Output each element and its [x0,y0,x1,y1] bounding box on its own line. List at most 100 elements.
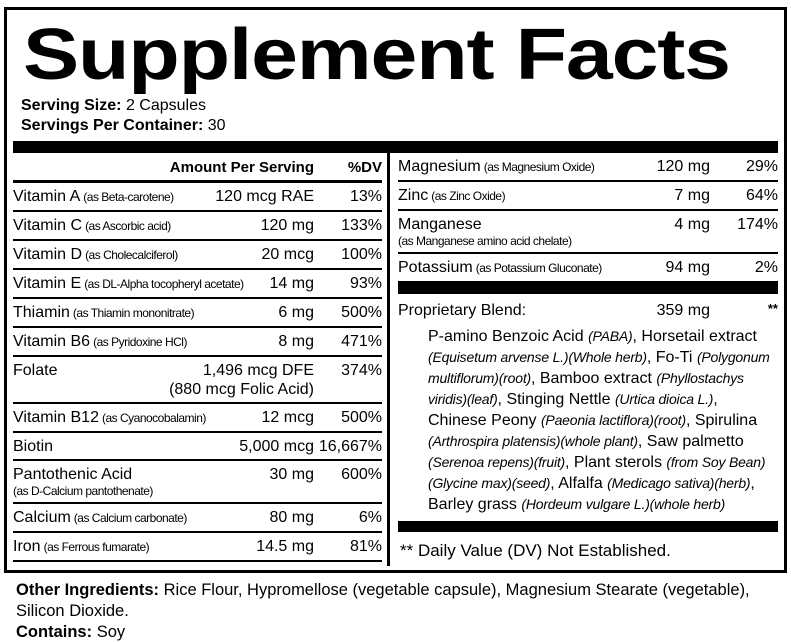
nutrient-dv: 500% [341,304,382,321]
nutrient-name: Manganese [398,216,482,233]
contains-value: Soy [96,623,126,641]
nutrient-name-cell: Folate [13,361,169,380]
nutrient-qualifier: (as Thiamin mononitrate) [72,306,195,320]
ingredient-segment: , Plant sterols [565,454,667,471]
serving-info: Serving Size: 2 Capsules Servings Per Co… [21,96,778,136]
latin-name-segment: (Serenoa repens)(fruit) [428,454,566,470]
nutrient-name-cell: Vitamin C (as Ascorbic acid) [13,216,261,236]
nutrient-name-cell: Manganese (as Manganese amino acid chelat… [398,215,674,249]
nutrient-dv: 13% [349,188,382,205]
nutrient-amount: 4 mg [674,215,710,234]
nutrient-amount: 120 mg [657,157,710,176]
nutrient-name: Vitamin E [13,275,82,292]
column-header-row: Amount Per Serving %DV [13,153,382,183]
nutrient-dv: 133% [341,217,382,234]
amount-line: 5,000 mcg [239,438,314,455]
nutrient-dv: 64% [745,187,778,204]
amount-line: 1,496 mcg DFE [202,362,314,379]
amount-line: 80 mg [269,509,314,526]
nutrient-dv: 600% [341,466,382,483]
blend-dv-symbol: ** [767,301,778,316]
right-nutrient-rows: Magnesium (as Magnesium Oxide) 120 mg 29% Zi… [398,153,778,283]
contains-line: Contains: Soy [16,622,770,643]
nutrient-name-cell: Magnesium (as Magnesium Oxide) [398,157,657,177]
supplement-facts-panel: Supplement Facts Serving Size: 2 Capsule… [4,7,787,573]
latin-name-segment: (Arthrospira platensis)(whole plant) [428,433,638,449]
latin-name-segment: (Polygonum multiflorum)(root) [428,349,770,386]
amount-line: 12 mcg [261,409,314,426]
left-column: Amount Per Serving %DV Vitamin A (as Beta… [13,153,387,566]
nutrient-name: Vitamin D [13,246,83,263]
nutrient-row: Vitamin B6 (as Pyridoxine HCl) 8 mg 471% [13,328,382,357]
nutrient-qualifier: (as Ascorbic acid) [85,219,171,233]
nutrient-qualifier: (as Zinc Oxide) [431,189,506,203]
serving-size-value: 2 Capsules [125,97,206,114]
latin-name-segment: (Hordeum vulgare L.)(whole herb) [521,496,726,512]
amount-per-serving-header: Amount Per Serving [169,159,314,176]
nutrient-qualifier: (as D-Calcium pantothenate) [13,484,153,498]
blend-label: Proprietary Blend: [398,302,527,319]
amount-line: 6 mg [278,304,314,321]
nutrient-name: Potassium [398,259,473,276]
nutrient-row: Pantothenic Acid (as D-Calcium pantothena… [13,461,382,504]
nutrient-qualifier: (as Calcium carbonate) [73,511,188,525]
nutrient-row: Folate 1,496 mcg DFE (880 mcg Folic Acid) 3… [13,357,382,404]
ingredient-segment: , Barley grass [428,475,755,513]
header-divider-bar [13,141,778,153]
latin-name-segment: (Equisetum arvense L.)(Whole herb) [428,349,647,365]
nutrient-name: Vitamin B6 [13,333,91,350]
nutrient-row: Vitamin C (as Ascorbic acid) 120 mg 133% [13,212,382,241]
nutrient-dv: 374% [341,362,382,379]
nutrient-row: Vitamin B12 (as Cyanocobalamin) 12 mcg 500% [13,404,382,433]
nutrient-qualifier: (as DL-Alpha tocopheryl acetate) [84,277,244,291]
nutrient-dv: 93% [349,275,382,292]
latin-name-segment: (Phyllostachys viridis)(leaf) [428,370,744,407]
nutrient-name: Pantothenic Acid [13,466,133,483]
amount-line: 30 mg [269,466,314,483]
servings-per-container-line: Servings Per Container: 30 [21,116,778,136]
amount-line: 14 mg [269,275,314,292]
nutrient-row: Vitamin E (as DL-Alpha tocopheryl acetate… [13,270,382,299]
nutrient-name-cell: Vitamin B12 (as Cyanocobalamin) [13,408,262,428]
nutrient-row: Thiamin (as Thiamin mononitrate) 6 mg 500% [13,299,382,328]
nutrient-amount: 80 mg [270,508,314,527]
nutrient-name-cell: Zinc (as Zinc Oxide) [398,186,674,206]
nutrient-name: Zinc [398,187,429,204]
ingredient-segment: , Horsetail extract [632,328,757,345]
left-nutrient-rows: Vitamin A (as Beta-carotene) 120 mcg RAE 13… [13,183,382,562]
nutrient-qualifier: (as Magnesium Oxide) [483,160,595,174]
amount-line: 20 mcg [261,246,314,263]
nutrient-dv: 16,667% [318,438,382,455]
nutrient-row: Biotin 5,000 mcg 16,667% [13,433,382,461]
nutrient-name: Magnesium [398,158,481,175]
nutrient-name: Vitamin B12 [13,409,99,426]
amount-line: 94 mg [665,259,710,276]
nutrient-name: Thiamin [13,304,70,321]
serving-size-line: Serving Size: 2 Capsules [21,96,778,116]
nutrient-qualifier: (as Pyridoxine HCl) [93,335,187,349]
right-column: Magnesium (as Magnesium Oxide) 120 mg 29% Zi… [390,153,778,566]
nutrient-amount: 5,000 mcg [239,437,314,456]
ingredient-segment: , Stinging Nettle [497,391,615,408]
nutrient-name: Calcium [13,509,71,526]
nutrient-name: Folate [13,362,58,379]
nutrient-dv: 471% [341,333,382,350]
ingredient-segment: , Chinese Peony [428,391,718,429]
nutrient-row: Iron (as Ferrous fumarate) 14.5 mg 81% [13,533,382,562]
ingredient-segment: P-amino Benzoic Acid [428,328,589,345]
nutrient-amount: 14.5 mg [256,537,314,556]
footer-ingredients: Other Ingredients: Rice Flour, Hypromell… [16,580,770,643]
nutrient-name: Vitamin A [13,188,81,205]
ingredient-segment: , Fo-Ti [646,349,697,366]
ingredient-segment: , Alfalfa [550,475,608,492]
ingredient-segment: , Saw palmetto [637,433,744,450]
nutrient-row: Vitamin D (as Cholecalciferol) 20 mcg 100% [13,241,382,270]
amount-line: 120 mg [656,158,710,175]
proprietary-blend-row: Proprietary Blend: 359 mg ** [398,294,778,323]
nutrient-name: Iron [13,538,41,555]
nutrient-row: Calcium (as Calcium carbonate) 80 mg 6% [13,504,382,533]
nutrient-name: Biotin [13,438,54,455]
amount-secondary-line: (880 mcg Folic Acid) [169,381,314,398]
latin-name-segment: (Paeonia lactiflora)(root) [540,412,686,428]
nutrient-amount: 7 mg [674,186,710,205]
